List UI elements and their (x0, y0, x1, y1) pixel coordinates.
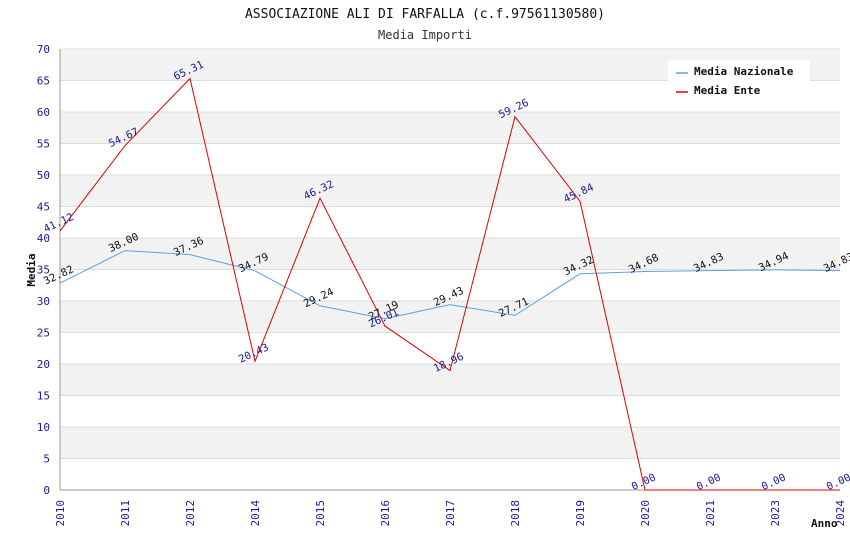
legend-box (668, 60, 810, 102)
grid-band (60, 332, 840, 364)
legend-label-media-ente: Media Ente (694, 84, 761, 97)
series-line-media-nazionale (59, 250, 841, 320)
grid-band (60, 269, 840, 301)
grid-band (60, 301, 840, 333)
series-line-media-ente (59, 77, 840, 491)
legend-label-media-nazionale: Media Nazionale (694, 65, 794, 78)
x-tick-label: 2024 (834, 500, 847, 527)
y-tick-label: 25 (37, 327, 50, 340)
legend: Media Nazionale Media Ente (668, 60, 810, 102)
grid-band (60, 206, 840, 238)
y-tick-label: 30 (37, 295, 50, 308)
grid-bands (60, 49, 840, 490)
y-tick-label: 55 (37, 138, 50, 151)
y-tick-label: 70 (37, 43, 50, 56)
y-tick-label: 10 (37, 421, 50, 434)
grid-band (60, 238, 840, 270)
x-axis-label: Anno (811, 517, 838, 530)
y-tick-label: 35 (37, 264, 50, 277)
grid-band (60, 175, 840, 207)
x-tick-label: 2017 (444, 500, 457, 527)
y-tick-label: 65 (37, 75, 50, 88)
y-tick-label: 15 (37, 390, 50, 403)
series-lines (59, 77, 841, 491)
y-tick-label: 45 (37, 201, 50, 214)
x-tick-label: 2023 (769, 500, 782, 527)
x-tick-label: 2019 (574, 500, 587, 527)
x-tick-label: 2014 (249, 500, 262, 527)
y-tick-labels: 0 5 10 15 20 25 30 35 40 45 50 55 60 65 70 (37, 43, 50, 497)
chart-subtitle: Media Importi (378, 28, 472, 42)
x-tick-label: 2020 (639, 500, 652, 527)
y-tick-label: 50 (37, 169, 50, 182)
x-tick-label: 2018 (509, 500, 522, 527)
x-tick-label: 2015 (314, 500, 327, 527)
y-tick-label: 60 (37, 106, 50, 119)
y-tick-label: 20 (37, 358, 50, 371)
x-tick-label: 2012 (184, 500, 197, 527)
y-axis-label: Media (25, 253, 38, 286)
grid-band (60, 458, 840, 490)
grid-band (60, 427, 840, 459)
y-tick-label: 5 (43, 453, 50, 466)
x-tick-label: 2021 (704, 500, 717, 527)
grid-band (60, 112, 840, 144)
grid-band (60, 395, 840, 427)
grid-lines (60, 48, 840, 491)
grid-band (60, 143, 840, 175)
x-tick-label: 2010 (54, 500, 67, 527)
x-tick-label: 2016 (379, 500, 392, 527)
chart-title: ASSOCIAZIONE ALI DI FARFALLA (c.f.975611… (245, 7, 605, 22)
y-tick-label: 40 (37, 232, 50, 245)
x-tick-label: 2011 (119, 500, 132, 527)
x-tick-labels: 2010 2011 2012 2014 2015 2016 2017 2018 2019 2020… (54, 500, 847, 527)
y-tick-label: 0 (43, 484, 50, 497)
